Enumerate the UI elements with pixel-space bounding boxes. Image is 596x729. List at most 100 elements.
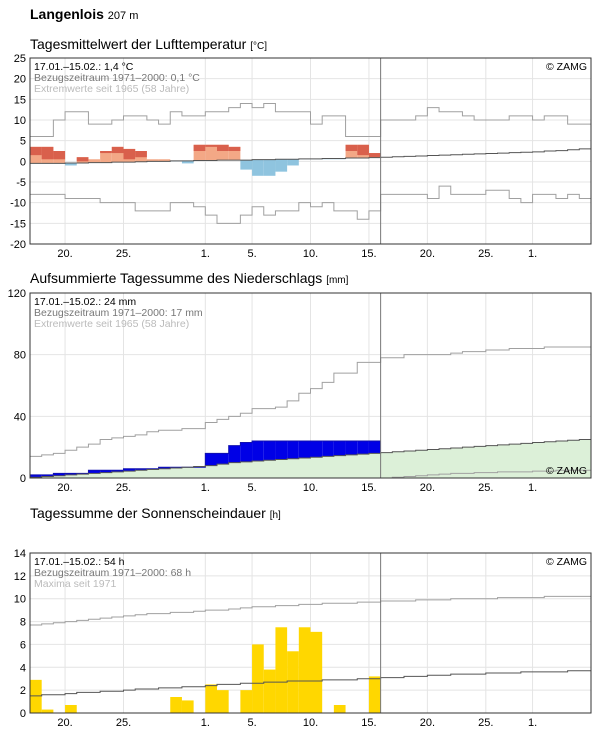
precip-surplus-bar xyxy=(135,468,147,471)
sun-bar xyxy=(333,705,346,713)
temp-warm-cap-bar xyxy=(228,146,241,151)
temp-plot-frame xyxy=(29,57,592,245)
sunshine-title-text: Tagessumme der Sonnenscheindauer xyxy=(30,505,266,521)
temp-warm-bar xyxy=(193,144,206,161)
sun-info-line: Bezugszeitraum 1971–2000: 68 h xyxy=(34,567,191,579)
precip-info-line: Extremwerte seit 1965 (58 Jahre) xyxy=(34,318,189,330)
sun-y-tick-label: 0 xyxy=(20,708,26,720)
temp-y-tick-label: 5 xyxy=(20,136,26,148)
precip-x-tick-label: 20. xyxy=(420,482,435,494)
precip-surplus-bar xyxy=(357,441,369,455)
temp-info-line: Bezugszeitraum 1971–2000: 0,1 °C xyxy=(34,72,200,84)
precipitation-unit: [mm] xyxy=(326,275,349,286)
temp-cold-bar xyxy=(252,159,264,176)
temp-x-tick-label: 5. xyxy=(247,248,256,260)
temp-warm-bar xyxy=(146,159,159,162)
temp-warm-cap-bar xyxy=(123,148,136,160)
sun-bar xyxy=(263,669,276,713)
sun-max-line xyxy=(30,595,591,626)
precip-surplus-bar xyxy=(111,470,124,472)
precip-surplus-bar xyxy=(53,473,66,476)
precipitation-title-text: Aufsummierte Tagessumme des Niederschlag… xyxy=(30,270,323,286)
sun-y-tick-label: 2 xyxy=(20,685,26,697)
sun-y-tick-label: 14 xyxy=(14,548,26,560)
temp-cold-bar xyxy=(275,159,288,172)
sun-copyright: © ZAMG xyxy=(546,556,587,568)
temp-info-line: 17.01.–15.02.: 1,4 °C xyxy=(34,61,134,73)
temp-min-extreme-line xyxy=(30,185,591,224)
precip-surplus-bar xyxy=(217,453,229,465)
temp-warm-bar xyxy=(111,146,124,163)
precip-surplus-bar xyxy=(158,467,171,469)
precipitation-chart: 0 40 80 120 20. 25. 1. 5. 10. 15. 20. 25. 1. 17.01.–1… xyxy=(8,288,592,494)
temp-warm-cap-bar xyxy=(357,144,369,156)
sunshine-unit: [h] xyxy=(269,510,281,521)
sun-y-tick-label: 4 xyxy=(20,662,26,674)
temp-y-tick-label: -5 xyxy=(16,177,26,189)
precip-observed-line xyxy=(30,440,381,476)
temp-warm-cap-bar xyxy=(193,144,206,151)
sun-info-line: 17.01.–15.02.: 54 h xyxy=(34,556,125,568)
temp-warm-cap-bar xyxy=(368,153,381,158)
station-name: Langenlois xyxy=(30,6,104,22)
temp-warm-bar xyxy=(205,144,217,161)
temp-warm-cap-bar xyxy=(217,144,229,151)
temp-cold-bar xyxy=(287,159,299,166)
sun-bar xyxy=(287,651,299,713)
temp-warm-bar xyxy=(158,159,171,162)
precip-y-tick-label: 80 xyxy=(14,350,26,362)
temp-x-tick-label: 25. xyxy=(116,248,131,260)
precip-x-tick-label: 25. xyxy=(116,482,131,494)
sun-normal-line xyxy=(30,670,591,697)
sun-bar xyxy=(205,684,217,713)
temp-x-tick-label: 10. xyxy=(303,248,318,260)
precip-surplus-bar xyxy=(88,470,101,474)
temp-warm-bar xyxy=(100,151,112,163)
temp-y-tick-label: 10 xyxy=(14,115,26,127)
sun-y-tick-label: 12 xyxy=(14,571,26,583)
temp-x-tick-label: 25. xyxy=(478,248,493,260)
temp-warm-bar xyxy=(217,144,229,161)
precip-surplus-bar xyxy=(205,453,217,466)
temperature-chart-title: Tagesmittelwert der Lufttemperatur [°C] xyxy=(30,36,267,52)
sun-bar xyxy=(170,697,182,713)
temp-cold-bar xyxy=(240,160,253,170)
precip-surplus-bar xyxy=(41,474,54,477)
temp-x-tick-label: 1. xyxy=(201,248,210,260)
temp-warm-cap-bar xyxy=(205,144,217,147)
sun-x-tick-label: 15. xyxy=(361,717,376,729)
temp-y-tick-label: -15 xyxy=(10,218,26,230)
sun-plot-frame xyxy=(29,552,592,714)
precip-copyright: © ZAMG xyxy=(546,465,587,477)
sun-bar xyxy=(41,709,54,713)
precip-x-tick-label: 20. xyxy=(57,482,72,494)
temp-copyright: © ZAMG xyxy=(546,61,587,73)
sunshine-chart: 0 2 4 6 8 10 12 14 20. 25. 1. 5. 10. 15. 20. 25. 1. 17.01… xyxy=(14,548,592,729)
temp-y-tick-label: 25 xyxy=(14,53,26,65)
temp-warm-cap-bar xyxy=(53,151,66,160)
precip-surplus-bar xyxy=(368,441,381,454)
sun-x-tick-label: 20. xyxy=(57,717,72,729)
temp-warm-bar xyxy=(228,146,241,161)
precip-surplus-bar xyxy=(65,473,77,475)
sun-x-tick-label: 20. xyxy=(420,717,435,729)
precip-normal-line xyxy=(30,438,591,478)
precip-surplus-bar xyxy=(252,441,264,462)
precip-max-extreme-line xyxy=(30,346,591,457)
precip-surplus-bar xyxy=(240,442,253,462)
precip-surplus-bar xyxy=(123,468,136,472)
sun-bar xyxy=(30,679,42,713)
sun-bar xyxy=(181,700,194,713)
temp-warm-cap-bar xyxy=(41,146,54,160)
sun-bar xyxy=(298,627,311,713)
temp-warm-cap-bar xyxy=(111,146,124,154)
sun-bar xyxy=(217,690,229,713)
sun-bar xyxy=(252,644,264,713)
temp-warm-cap-bar xyxy=(100,151,112,154)
precip-surplus-bar xyxy=(298,441,311,458)
precip-surplus-bar xyxy=(345,441,358,455)
precip-x-tick-label: 10. xyxy=(303,482,318,494)
precip-surplus-bar xyxy=(228,445,241,463)
temperature-title-text: Tagesmittelwert der Lufttemperatur xyxy=(30,36,247,52)
temp-cold-bar xyxy=(263,159,276,176)
